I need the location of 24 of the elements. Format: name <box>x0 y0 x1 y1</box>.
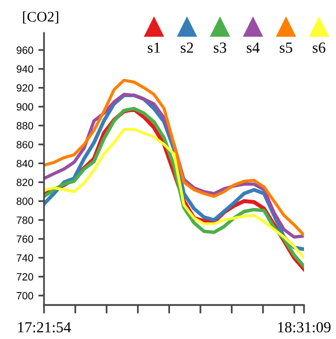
legend-label: s6 <box>312 42 326 53</box>
legend-label: s5 <box>280 42 292 53</box>
y-tick-label: 840 <box>16 160 34 168</box>
line-series <box>44 128 304 260</box>
y-tick-label: 740 <box>16 254 34 262</box>
y-tick-label: 800 <box>16 198 34 205</box>
chart-title: [CO2] <box>23 11 58 24</box>
legend-label: s4 <box>246 42 260 53</box>
y-tick-label: 780 <box>16 216 34 224</box>
y-tick-label: 880 <box>16 122 34 130</box>
y-tick-label: 820 <box>16 178 34 186</box>
y-tick-label: 760 <box>16 235 34 243</box>
y-tick-label: 960 <box>16 46 34 54</box>
x-tick-label: 18:31:09 <box>278 322 331 332</box>
legend-label: s1 <box>148 42 160 53</box>
y-tick-label: 920 <box>16 84 34 92</box>
y-tick-label: 860 <box>16 140 34 148</box>
x-tick-label: 17:21:54 <box>18 322 71 332</box>
y-tick-label: 700 <box>16 292 34 300</box>
y-tick-label: 940 <box>16 65 34 73</box>
legend-label: s2 <box>180 42 193 53</box>
legend-label: s3 <box>214 42 226 53</box>
y-tick-label: 720 <box>16 273 34 281</box>
y-tick-label: 900 <box>16 103 34 111</box>
